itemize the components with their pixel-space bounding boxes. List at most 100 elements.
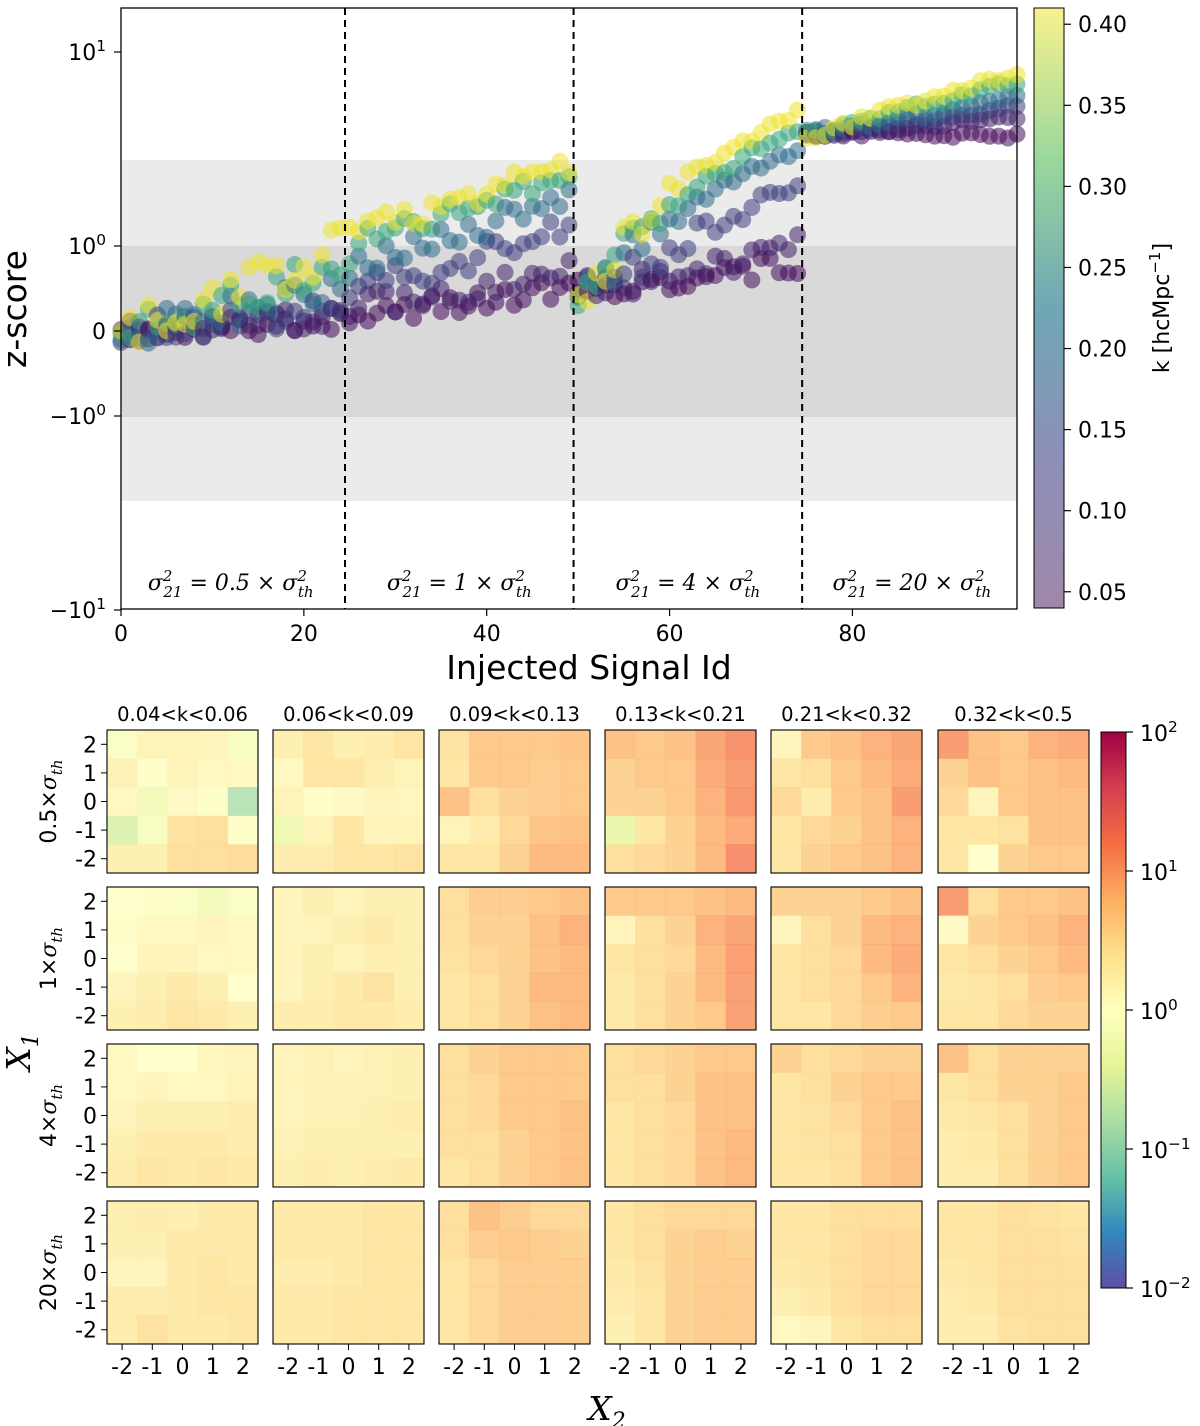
heatmap-x-tick-label: -2 bbox=[111, 1355, 133, 1380]
heatmap-cell bbox=[725, 787, 757, 817]
colorbar-tick-label: 0.20 bbox=[1078, 338, 1127, 363]
heatmap-cell bbox=[469, 1044, 500, 1074]
heatmap-cell bbox=[771, 730, 802, 760]
heatmap-cell bbox=[439, 787, 470, 817]
data-point bbox=[542, 213, 560, 231]
heatmap-x-tick-label: 2 bbox=[900, 1355, 914, 1380]
heatmap-colorbar-tick-label: 101 bbox=[1140, 857, 1178, 886]
heatmap-cell bbox=[273, 1044, 304, 1074]
heatmap-x-tick-label: 1 bbox=[870, 1355, 884, 1380]
heatmap-cell bbox=[499, 815, 531, 845]
heatmap-cell bbox=[227, 1072, 259, 1102]
heatmap-cell bbox=[197, 787, 229, 817]
heatmap-x-tick-label: 2 bbox=[236, 1355, 250, 1380]
heatmap-cell bbox=[725, 1101, 757, 1131]
heatmap-cell bbox=[559, 1286, 591, 1316]
heatmap-cell bbox=[393, 972, 425, 1002]
heatmap-cell bbox=[333, 758, 365, 788]
heatmap-cell bbox=[393, 1258, 425, 1288]
heatmap-cell bbox=[801, 1129, 832, 1159]
heatmap-cell bbox=[227, 844, 259, 874]
heatmap-cell bbox=[695, 915, 727, 945]
heatmap-cell bbox=[107, 1201, 138, 1231]
heatmap-cell bbox=[968, 787, 999, 817]
heatmap-cell bbox=[665, 1286, 697, 1316]
heatmap-cell bbox=[968, 972, 999, 1002]
data-point bbox=[377, 237, 395, 255]
data-point bbox=[551, 152, 569, 170]
heatmap-cell bbox=[1028, 1158, 1060, 1188]
heatmap-cell bbox=[891, 1201, 923, 1231]
heatmap-cell bbox=[393, 1072, 425, 1102]
heatmap-cell bbox=[197, 1044, 229, 1074]
heatmap-cell bbox=[695, 1072, 727, 1102]
heatmap-cell bbox=[393, 915, 425, 945]
heatmap-panel-frame bbox=[604, 886, 757, 1031]
heatmap-cell bbox=[273, 1315, 304, 1345]
heatmap-cell bbox=[303, 1258, 334, 1288]
heatmap-cell bbox=[968, 1072, 999, 1102]
heatmap-cell bbox=[1028, 972, 1060, 1002]
heatmap-x-tick-label: 1 bbox=[206, 1355, 220, 1380]
heatmap-cell bbox=[998, 815, 1030, 845]
heatmap-panel-frame bbox=[272, 886, 425, 1031]
heatmap-cell bbox=[801, 730, 832, 760]
heatmap-row-label: 0.5×σth bbox=[37, 759, 66, 843]
heatmap-colorbar-tick-label: 10−2 bbox=[1140, 1274, 1191, 1303]
heatmap-cell bbox=[891, 1158, 923, 1188]
heatmap-cell bbox=[695, 1129, 727, 1159]
heatmap-cell bbox=[1028, 787, 1060, 817]
heatmap-cell bbox=[303, 1201, 334, 1231]
heatmap-cell bbox=[861, 787, 893, 817]
heatmap-cell bbox=[998, 1286, 1030, 1316]
heatmap-cell bbox=[861, 844, 893, 874]
heatmap-cell bbox=[998, 730, 1030, 760]
heatmap-cell bbox=[167, 844, 199, 874]
heatmap-y-tick-label: 1 bbox=[83, 1233, 97, 1258]
heatmap-cell bbox=[998, 1201, 1030, 1231]
heatmap-cell bbox=[771, 1101, 802, 1131]
y-tick-label: −101 bbox=[50, 595, 106, 624]
data-point bbox=[633, 225, 651, 243]
heatmap-cell bbox=[363, 1101, 395, 1131]
heatmap-cell bbox=[771, 1158, 802, 1188]
heatmap-cell bbox=[605, 787, 636, 817]
heatmap-cell bbox=[393, 730, 425, 760]
heatmap-cell bbox=[831, 1158, 863, 1188]
y-axis-label: z-score bbox=[0, 250, 34, 368]
heatmap-cell bbox=[167, 1286, 199, 1316]
x-tick-label: 60 bbox=[656, 622, 684, 647]
heatmap-cell bbox=[333, 887, 365, 917]
heatmap-y-tick-label: -1 bbox=[75, 819, 97, 844]
heatmap-cell bbox=[469, 758, 500, 788]
heatmap-cell bbox=[695, 1258, 727, 1288]
data-point bbox=[551, 228, 569, 246]
y-axis-ticks: 101 100 0 −100 −101 bbox=[50, 37, 121, 624]
heatmap-cell bbox=[363, 1201, 395, 1231]
heatmap-cell bbox=[801, 1201, 832, 1231]
heatmap-cell bbox=[665, 1158, 697, 1188]
heatmap-cell bbox=[333, 1072, 365, 1102]
heatmap-cell bbox=[439, 1001, 470, 1031]
heatmap-x-tick-label: -2 bbox=[277, 1355, 299, 1380]
heatmap-cell bbox=[695, 1101, 727, 1131]
data-point bbox=[368, 259, 386, 277]
heatmap-cell bbox=[167, 1072, 199, 1102]
heatmap-cell bbox=[333, 844, 365, 874]
heatmap-cell bbox=[635, 915, 666, 945]
heatmap-cell bbox=[635, 972, 666, 1002]
data-point bbox=[789, 101, 807, 119]
heatmap-cell bbox=[998, 1001, 1030, 1031]
heatmap-cell bbox=[393, 944, 425, 974]
heatmap-y-tick-label: 0 bbox=[83, 948, 97, 973]
heatmap-cell bbox=[1058, 1229, 1090, 1259]
heatmap-cell bbox=[197, 1072, 229, 1102]
heatmap-cell bbox=[303, 1158, 334, 1188]
heatmap-cell bbox=[938, 1101, 969, 1131]
heatmap-cell bbox=[529, 787, 561, 817]
heatmap-cell bbox=[137, 887, 168, 917]
heatmap-cell bbox=[559, 1315, 591, 1345]
heatmap-cell bbox=[1028, 944, 1060, 974]
heatmap-column-title: 0.04<k<0.06 bbox=[117, 703, 248, 726]
heatmap-cell bbox=[725, 1158, 757, 1188]
